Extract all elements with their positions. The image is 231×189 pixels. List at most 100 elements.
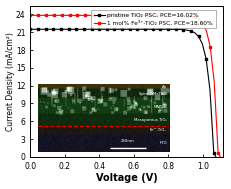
1 mol% Fe³⁺-TiO₂ PSC, PCE=18.60%	[213, 80, 216, 83]
pristine TiO₂ PSC, PCE=16.02%	[147, 28, 150, 30]
pristine TiO₂ PSC, PCE=16.02%	[167, 28, 169, 30]
Line: pristine TiO₂ PSC, PCE=16.02%: pristine TiO₂ PSC, PCE=16.02%	[29, 28, 219, 161]
pristine TiO₂ PSC, PCE=16.02%	[205, 58, 207, 60]
1 mol% Fe³⁺-TiO₂ PSC, PCE=18.60%	[60, 14, 63, 16]
pristine TiO₂ PSC, PCE=16.02%	[174, 28, 177, 30]
1 mol% Fe³⁺-TiO₂ PSC, PCE=18.60%	[139, 14, 141, 16]
1 mol% Fe³⁺-TiO₂ PSC, PCE=18.60%	[193, 16, 196, 18]
1 mol% Fe³⁺-TiO₂ PSC, PCE=18.60%	[29, 14, 32, 16]
1 mol% Fe³⁺-TiO₂ PSC, PCE=18.60%	[119, 14, 122, 16]
pristine TiO₂ PSC, PCE=16.02%	[113, 28, 116, 30]
pristine TiO₂ PSC, PCE=16.02%	[186, 29, 188, 31]
1 mol% Fe³⁺-TiO₂ PSC, PCE=18.60%	[37, 14, 40, 16]
Y-axis label: Current Density (mA/cm²): Current Density (mA/cm²)	[6, 32, 15, 131]
1 mol% Fe³⁺-TiO₂ PSC, PCE=18.60%	[107, 14, 110, 16]
pristine TiO₂ PSC, PCE=16.02%	[159, 28, 162, 30]
pristine TiO₂ PSC, PCE=16.02%	[117, 28, 120, 30]
pristine TiO₂ PSC, PCE=16.02%	[216, 159, 219, 161]
pristine TiO₂ PSC, PCE=16.02%	[102, 28, 104, 30]
1 mol% Fe³⁺-TiO₂ PSC, PCE=18.60%	[201, 22, 204, 24]
1 mol% Fe³⁺-TiO₂ PSC, PCE=18.60%	[103, 14, 106, 16]
1 mol% Fe³⁺-TiO₂ PSC, PCE=18.60%	[99, 14, 102, 16]
pristine TiO₂ PSC, PCE=16.02%	[193, 32, 196, 34]
1 mol% Fe³⁺-TiO₂ PSC, PCE=18.60%	[221, 159, 223, 161]
1 mol% Fe³⁺-TiO₂ PSC, PCE=18.60%	[64, 14, 67, 16]
1 mol% Fe³⁺-TiO₂ PSC, PCE=18.60%	[72, 14, 75, 16]
1 mol% Fe³⁺-TiO₂ PSC, PCE=18.60%	[88, 14, 91, 16]
pristine TiO₂ PSC, PCE=16.02%	[128, 28, 131, 30]
pristine TiO₂ PSC, PCE=16.02%	[75, 28, 78, 30]
1 mol% Fe³⁺-TiO₂ PSC, PCE=18.60%	[146, 14, 149, 16]
1 mol% Fe³⁺-TiO₂ PSC, PCE=18.60%	[84, 14, 87, 16]
pristine TiO₂ PSC, PCE=16.02%	[189, 30, 192, 32]
Legend: pristine TiO₂ PSC, PCE=16.02%, 1 mol% Fe³⁺-TiO₂ PSC, PCE=18.60%: pristine TiO₂ PSC, PCE=16.02%, 1 mol% Fe…	[91, 10, 216, 29]
pristine TiO₂ PSC, PCE=16.02%	[67, 28, 70, 30]
1 mol% Fe³⁺-TiO₂ PSC, PCE=18.60%	[95, 14, 98, 16]
1 mol% Fe³⁺-TiO₂ PSC, PCE=18.60%	[92, 14, 94, 16]
pristine TiO₂ PSC, PCE=16.02%	[178, 28, 181, 31]
pristine TiO₂ PSC, PCE=16.02%	[44, 28, 47, 30]
pristine TiO₂ PSC, PCE=16.02%	[125, 28, 127, 30]
pristine TiO₂ PSC, PCE=16.02%	[170, 28, 173, 30]
pristine TiO₂ PSC, PCE=16.02%	[82, 28, 85, 30]
1 mol% Fe³⁺-TiO₂ PSC, PCE=18.60%	[182, 14, 184, 17]
Line: 1 mol% Fe³⁺-TiO₂ PSC, PCE=18.60%: 1 mol% Fe³⁺-TiO₂ PSC, PCE=18.60%	[29, 14, 223, 161]
pristine TiO₂ PSC, PCE=16.02%	[209, 89, 211, 91]
1 mol% Fe³⁺-TiO₂ PSC, PCE=18.60%	[123, 14, 126, 16]
pristine TiO₂ PSC, PCE=16.02%	[37, 28, 40, 30]
pristine TiO₂ PSC, PCE=16.02%	[29, 28, 32, 30]
pristine TiO₂ PSC, PCE=16.02%	[105, 28, 108, 30]
pristine TiO₂ PSC, PCE=16.02%	[48, 28, 51, 30]
pristine TiO₂ PSC, PCE=16.02%	[86, 28, 89, 30]
1 mol% Fe³⁺-TiO₂ PSC, PCE=18.60%	[185, 15, 188, 17]
1 mol% Fe³⁺-TiO₂ PSC, PCE=18.60%	[52, 14, 55, 16]
pristine TiO₂ PSC, PCE=16.02%	[79, 28, 82, 30]
pristine TiO₂ PSC, PCE=16.02%	[213, 152, 215, 154]
1 mol% Fe³⁺-TiO₂ PSC, PCE=18.60%	[45, 14, 47, 16]
1 mol% Fe³⁺-TiO₂ PSC, PCE=18.60%	[154, 14, 157, 16]
pristine TiO₂ PSC, PCE=16.02%	[201, 43, 204, 45]
pristine TiO₂ PSC, PCE=16.02%	[64, 28, 66, 30]
pristine TiO₂ PSC, PCE=16.02%	[155, 28, 158, 30]
1 mol% Fe³⁺-TiO₂ PSC, PCE=18.60%	[143, 14, 145, 16]
1 mol% Fe³⁺-TiO₂ PSC, PCE=18.60%	[76, 14, 79, 16]
pristine TiO₂ PSC, PCE=16.02%	[163, 28, 166, 30]
1 mol% Fe³⁺-TiO₂ PSC, PCE=18.60%	[205, 29, 208, 32]
pristine TiO₂ PSC, PCE=16.02%	[56, 28, 58, 30]
1 mol% Fe³⁺-TiO₂ PSC, PCE=18.60%	[209, 46, 212, 48]
pristine TiO₂ PSC, PCE=16.02%	[40, 28, 43, 30]
1 mol% Fe³⁺-TiO₂ PSC, PCE=18.60%	[170, 14, 173, 16]
pristine TiO₂ PSC, PCE=16.02%	[140, 28, 143, 30]
1 mol% Fe³⁺-TiO₂ PSC, PCE=18.60%	[33, 14, 36, 16]
1 mol% Fe³⁺-TiO₂ PSC, PCE=18.60%	[80, 14, 83, 16]
1 mol% Fe³⁺-TiO₂ PSC, PCE=18.60%	[127, 14, 130, 16]
pristine TiO₂ PSC, PCE=16.02%	[197, 35, 200, 38]
1 mol% Fe³⁺-TiO₂ PSC, PCE=18.60%	[189, 15, 192, 17]
1 mol% Fe³⁺-TiO₂ PSC, PCE=18.60%	[197, 18, 200, 20]
1 mol% Fe³⁺-TiO₂ PSC, PCE=18.60%	[178, 14, 180, 17]
1 mol% Fe³⁺-TiO₂ PSC, PCE=18.60%	[115, 14, 118, 16]
1 mol% Fe³⁺-TiO₂ PSC, PCE=18.60%	[166, 14, 169, 16]
1 mol% Fe³⁺-TiO₂ PSC, PCE=18.60%	[49, 14, 51, 16]
pristine TiO₂ PSC, PCE=16.02%	[33, 28, 36, 30]
pristine TiO₂ PSC, PCE=16.02%	[136, 28, 139, 30]
1 mol% Fe³⁺-TiO₂ PSC, PCE=18.60%	[174, 14, 176, 16]
pristine TiO₂ PSC, PCE=16.02%	[182, 29, 185, 31]
1 mol% Fe³⁺-TiO₂ PSC, PCE=18.60%	[131, 14, 134, 16]
pristine TiO₂ PSC, PCE=16.02%	[98, 28, 100, 30]
pristine TiO₂ PSC, PCE=16.02%	[132, 28, 135, 30]
pristine TiO₂ PSC, PCE=16.02%	[109, 28, 112, 30]
1 mol% Fe³⁺-TiO₂ PSC, PCE=18.60%	[68, 14, 71, 16]
pristine TiO₂ PSC, PCE=16.02%	[71, 28, 74, 30]
1 mol% Fe³⁺-TiO₂ PSC, PCE=18.60%	[162, 14, 165, 16]
pristine TiO₂ PSC, PCE=16.02%	[121, 28, 124, 30]
pristine TiO₂ PSC, PCE=16.02%	[90, 28, 93, 30]
1 mol% Fe³⁺-TiO₂ PSC, PCE=18.60%	[135, 14, 137, 16]
pristine TiO₂ PSC, PCE=16.02%	[151, 28, 154, 30]
1 mol% Fe³⁺-TiO₂ PSC, PCE=18.60%	[150, 14, 153, 16]
pristine TiO₂ PSC, PCE=16.02%	[60, 28, 62, 30]
1 mol% Fe³⁺-TiO₂ PSC, PCE=18.60%	[158, 14, 161, 16]
1 mol% Fe³⁺-TiO₂ PSC, PCE=18.60%	[217, 152, 219, 154]
pristine TiO₂ PSC, PCE=16.02%	[94, 28, 97, 30]
1 mol% Fe³⁺-TiO₂ PSC, PCE=18.60%	[111, 14, 114, 16]
